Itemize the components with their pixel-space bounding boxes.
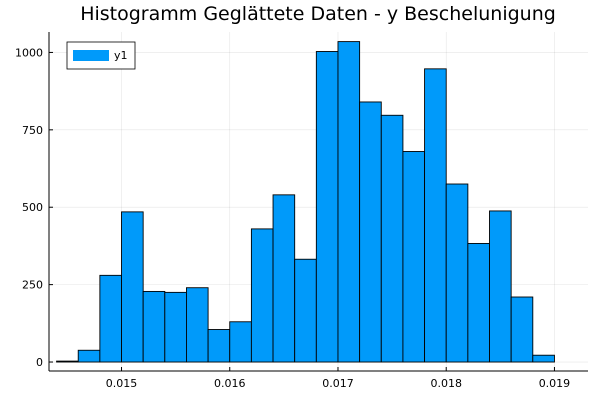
y-tick-label: 0 [36, 356, 43, 369]
x-tick-label: 0.016 [214, 377, 246, 390]
x-tick-label: 0.017 [322, 377, 354, 390]
histogram-bar [77, 349, 101, 363]
histogram-bar [445, 183, 469, 363]
histogram-bar [532, 354, 555, 363]
histogram-bar [142, 290, 166, 363]
legend-swatch-y1 [73, 50, 109, 61]
histogram-bar [229, 321, 252, 363]
histogram-bar [359, 101, 382, 363]
histogram-bar [380, 114, 404, 363]
histogram-bar [489, 210, 512, 363]
axes [48, 32, 588, 372]
histogram-bar [99, 274, 122, 363]
histogram-bar [467, 242, 490, 363]
histogram-bar [207, 329, 231, 363]
histogram-bar [56, 360, 79, 363]
y-tick-label: 500 [22, 201, 43, 214]
x-tick-label: 0.018 [430, 377, 462, 390]
histogram-bar [510, 296, 534, 363]
x-tick-label: 0.015 [106, 377, 138, 390]
histogram-bars [56, 41, 555, 363]
histogram-bar [402, 151, 426, 363]
histogram-bar [121, 211, 144, 363]
histogram-bar [337, 41, 361, 363]
histogram-bar [272, 194, 296, 363]
histogram-bar [250, 228, 274, 363]
x-tick-label: 0.019 [539, 377, 571, 390]
histogram-bar [186, 287, 209, 363]
chart-title: Histogramm Geglättete Daten - y Beschelu… [80, 3, 556, 25]
histogram-bar [315, 51, 339, 363]
x-axis-ticks: 0.015 0.016 0.017 0.018 0.019 [106, 367, 570, 390]
legend-label-y1: y1 [114, 49, 128, 62]
histogram-bar [164, 291, 187, 363]
y-axis-ticks: 0 250 500 750 1000 [15, 46, 53, 369]
y-tick-label: 1000 [15, 46, 43, 59]
histogram-bar [424, 68, 447, 363]
y-tick-label: 250 [22, 279, 43, 292]
legend: y1 [66, 41, 136, 70]
y-tick-label: 750 [22, 124, 43, 137]
histogram-bar [294, 258, 317, 363]
